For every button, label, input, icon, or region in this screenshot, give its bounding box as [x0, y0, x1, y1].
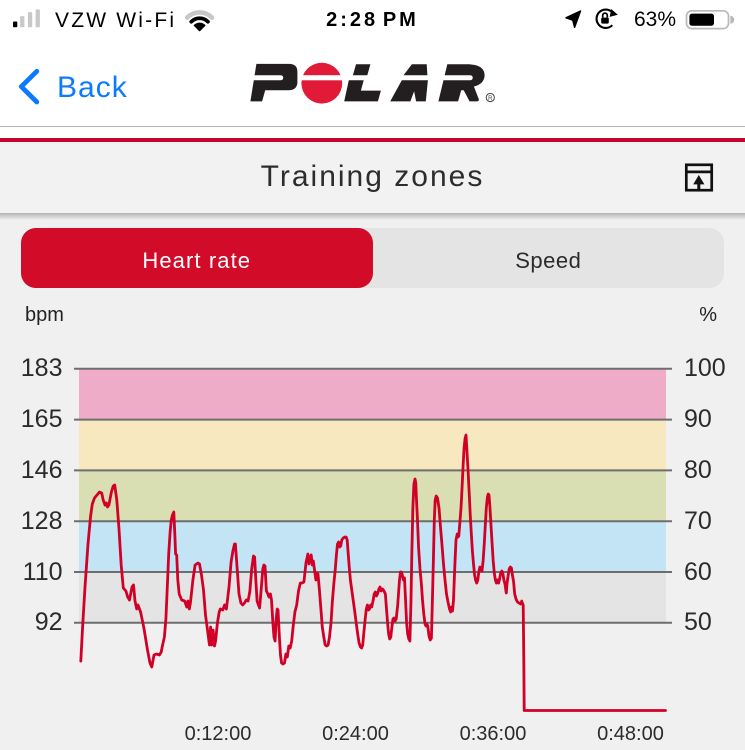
svg-text:R: R [488, 96, 493, 102]
